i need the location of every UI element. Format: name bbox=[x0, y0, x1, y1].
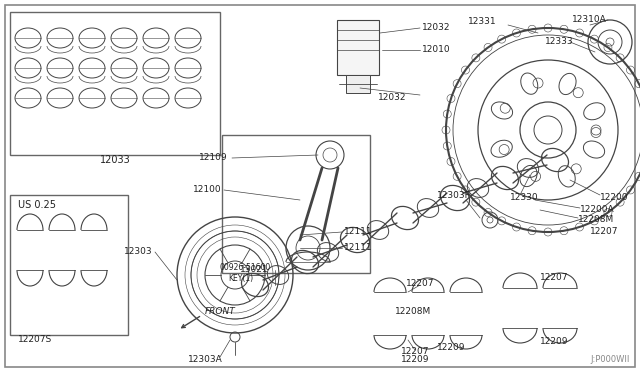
Text: FRONT: FRONT bbox=[205, 308, 236, 317]
Text: 12209: 12209 bbox=[540, 337, 568, 346]
Text: 12303F: 12303F bbox=[437, 192, 471, 201]
Text: 12109: 12109 bbox=[200, 154, 228, 163]
Bar bbox=[10, 195, 128, 335]
Text: 12111: 12111 bbox=[344, 244, 372, 253]
Text: 12200A: 12200A bbox=[580, 205, 614, 215]
Text: 12303A: 12303A bbox=[188, 356, 222, 365]
Text: 12032: 12032 bbox=[378, 93, 406, 102]
Text: 00926-51600: 00926-51600 bbox=[220, 263, 271, 273]
Text: 12207: 12207 bbox=[590, 228, 618, 237]
Text: 12208M: 12208M bbox=[578, 215, 614, 224]
Text: 12209: 12209 bbox=[437, 343, 465, 353]
Text: 12331: 12331 bbox=[468, 17, 497, 26]
Text: 12207: 12207 bbox=[401, 347, 429, 356]
Text: 12303: 12303 bbox=[124, 247, 153, 257]
Text: 12207: 12207 bbox=[406, 279, 435, 288]
Text: 12310A: 12310A bbox=[572, 15, 607, 23]
Bar bbox=[10, 12, 220, 155]
Text: 12111: 12111 bbox=[344, 228, 372, 237]
Text: 12333: 12333 bbox=[545, 38, 573, 46]
Bar bbox=[346, 75, 370, 93]
Text: 12033: 12033 bbox=[100, 155, 131, 165]
Bar bbox=[337, 20, 379, 75]
Text: 12207: 12207 bbox=[540, 273, 568, 282]
Text: 12100: 12100 bbox=[193, 186, 222, 195]
Text: 12330: 12330 bbox=[510, 192, 539, 202]
Text: 12200: 12200 bbox=[600, 192, 628, 202]
Text: J:P000WII: J:P000WII bbox=[591, 356, 630, 365]
Text: KEY(1): KEY(1) bbox=[228, 273, 253, 282]
Text: 12010: 12010 bbox=[422, 45, 451, 55]
Bar bbox=[222, 135, 370, 273]
Text: 12209: 12209 bbox=[401, 356, 429, 365]
Text: 12208M: 12208M bbox=[395, 308, 431, 317]
Text: 13021: 13021 bbox=[240, 266, 269, 275]
Text: US 0.25: US 0.25 bbox=[18, 200, 56, 210]
Text: 12207S: 12207S bbox=[18, 336, 52, 344]
Text: 12032: 12032 bbox=[422, 23, 451, 32]
